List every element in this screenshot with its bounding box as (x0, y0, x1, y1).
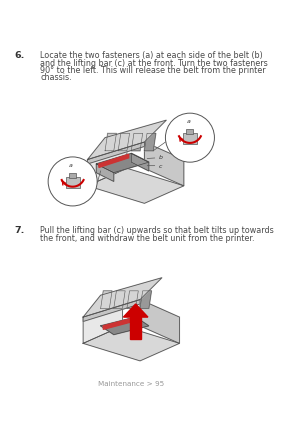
Text: 90° to the left. This will release the belt from the printer: 90° to the left. This will release the b… (40, 66, 266, 75)
Circle shape (48, 158, 97, 207)
Polygon shape (131, 154, 149, 172)
Text: c: c (158, 164, 162, 169)
Bar (69, 173, 76, 178)
Polygon shape (83, 300, 122, 343)
Polygon shape (144, 143, 184, 186)
Bar (186, 130, 194, 135)
Polygon shape (88, 143, 127, 186)
Polygon shape (131, 134, 143, 151)
Polygon shape (101, 317, 149, 335)
Polygon shape (103, 318, 133, 330)
Polygon shape (88, 143, 144, 164)
Text: a: a (186, 118, 190, 124)
Polygon shape (118, 134, 130, 151)
Bar (183, 134, 197, 144)
Polygon shape (99, 155, 129, 168)
Polygon shape (83, 300, 140, 322)
Text: a: a (68, 162, 72, 167)
Polygon shape (83, 326, 179, 361)
Polygon shape (127, 291, 138, 308)
Polygon shape (140, 300, 179, 343)
Polygon shape (101, 291, 112, 308)
Polygon shape (123, 304, 148, 317)
Polygon shape (88, 121, 166, 160)
Text: Locate the two fasteners (a) at each side of the belt (b): Locate the two fasteners (a) at each sid… (40, 51, 263, 60)
Bar (66, 178, 80, 188)
Text: and the lifting bar (c) at the front. Turn the two fasteners: and the lifting bar (c) at the front. Tu… (40, 58, 268, 67)
Polygon shape (88, 169, 184, 204)
Text: Maintenance > 95: Maintenance > 95 (98, 380, 164, 386)
Text: 6.: 6. (14, 51, 24, 60)
Polygon shape (96, 164, 114, 182)
Text: Pull the lifting bar (c) upwards so that belt tilts up towards: Pull the lifting bar (c) upwards so that… (40, 226, 274, 235)
Polygon shape (130, 317, 141, 339)
Circle shape (165, 114, 214, 163)
Polygon shape (83, 278, 162, 317)
Text: the front, and withdraw the belt unit from the printer.: the front, and withdraw the belt unit fr… (40, 233, 255, 242)
Polygon shape (114, 291, 125, 308)
Polygon shape (96, 154, 149, 173)
Text: chassis.: chassis. (40, 73, 72, 82)
Polygon shape (144, 134, 156, 151)
Text: b: b (158, 155, 162, 160)
Text: 7.: 7. (14, 226, 24, 235)
Polygon shape (140, 291, 152, 308)
Polygon shape (105, 134, 116, 151)
